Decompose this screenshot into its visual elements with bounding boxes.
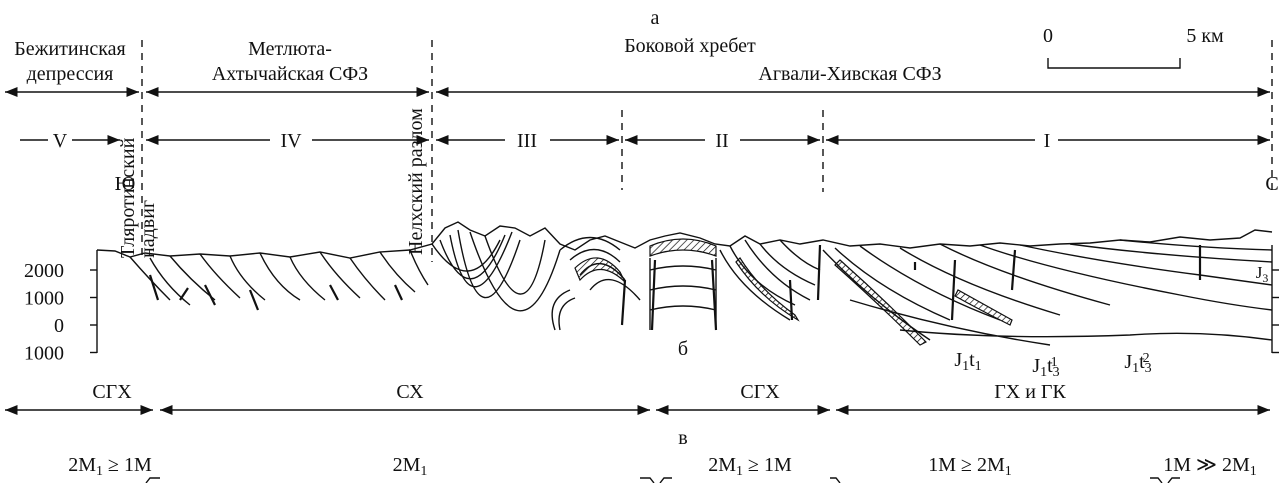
fault-label: надвиг (137, 200, 159, 258)
elevation-label: 0 (54, 315, 64, 337)
subscript: 1 (1250, 464, 1257, 479)
formation-label: J1t32 (1124, 351, 1151, 376)
section-label: в (678, 427, 687, 449)
linework (5, 40, 1273, 483)
subscript: 1 (420, 464, 427, 479)
ratio-label: 2M1 (393, 454, 428, 479)
text-part: t (969, 349, 975, 371)
text-part: J (1256, 263, 1263, 282)
text-part: ≥ 1M (743, 454, 792, 476)
text-part: 1M ≫ 2M (1163, 454, 1250, 476)
formation-label: J1t1 (954, 349, 981, 374)
text-part: ≥ 1M (103, 454, 152, 476)
ratio-label: 2M1 ≥ 1M (708, 454, 792, 479)
subscript: 3 (1262, 271, 1268, 285)
zone-label: Ахтычайская СФЗ (212, 63, 368, 85)
subscript: 1 (1040, 365, 1047, 380)
zone-label: Агвали-Хивская СФЗ (758, 63, 941, 85)
subscript: 1 (96, 464, 103, 479)
block-label: IV (280, 130, 302, 152)
text-part: J (954, 349, 962, 371)
zone-label: Бежитинская (14, 38, 125, 60)
text-part: J (1124, 351, 1132, 373)
text-part: 2M (393, 454, 421, 476)
ratio-label: 2M1 ≥ 1M (68, 454, 152, 479)
supscript: 1 (1051, 355, 1058, 370)
fault-label: Нелхский разлом (405, 108, 427, 255)
scale-start: 0 (1043, 25, 1053, 47)
zone-class: СГХ (92, 381, 132, 403)
formation-label: J3 (1256, 263, 1269, 285)
zone-label: депрессия (27, 63, 114, 85)
elevation-label: 1000 (24, 288, 64, 310)
zone-class: СХ (396, 381, 424, 403)
text-part: t (1047, 355, 1053, 377)
zone-class: ГХ и ГК (994, 381, 1066, 403)
diagram-label: а (651, 7, 660, 29)
ratio-label: 1M ≫ 2M1 (1163, 454, 1257, 479)
fault-label: Тляротинский (117, 137, 139, 258)
subscript: 1 (1005, 464, 1012, 479)
diagram-title: Боковой хребет (624, 35, 756, 57)
text-part: 2M (68, 454, 96, 476)
ratio-label: 1M ≥ 2M1 (928, 454, 1012, 479)
text-part: 1M ≥ 2M (928, 454, 1005, 476)
supscript: 2 (1143, 351, 1150, 366)
subscript: 1 (962, 359, 969, 374)
formation-label: J1t31 (1032, 355, 1059, 380)
elevation-label: 1000 (24, 343, 64, 365)
subscript: 1 (736, 464, 743, 479)
zone-label: Метлюта- (248, 38, 332, 60)
subscript: 3 (1145, 361, 1152, 376)
text-part: 2M (708, 454, 736, 476)
block-label: III (517, 130, 537, 152)
block-label: V (53, 130, 68, 152)
text-part: t (1139, 351, 1145, 373)
subscript: 3 (1053, 365, 1060, 380)
elevation-label: 2000 (24, 260, 64, 282)
text-part: J (1032, 355, 1040, 377)
block-label: I (1044, 130, 1051, 152)
direction-north: С (1265, 173, 1278, 195)
scale-end: 5 км (1186, 25, 1224, 47)
subscript: 1 (975, 359, 982, 374)
section-label: б (678, 338, 688, 360)
direction-south: Ю (115, 173, 136, 195)
zone-class: СГХ (740, 381, 780, 403)
subscript: 1 (1132, 361, 1139, 376)
block-label: II (715, 130, 728, 152)
